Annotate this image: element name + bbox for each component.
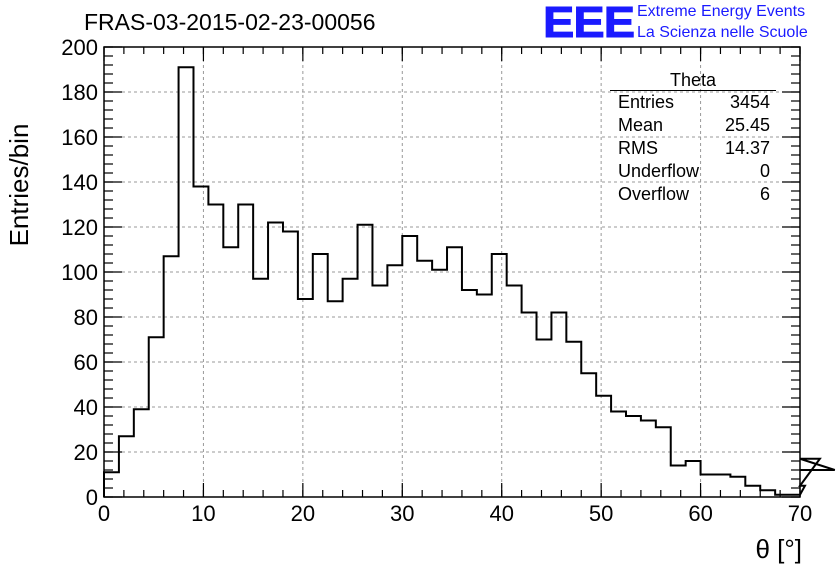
grid-lines: [104, 47, 800, 497]
y-tick-label: 20: [74, 440, 98, 465]
x-tick-label: 40: [489, 501, 513, 526]
stats-row-entries: Entries 3454: [610, 91, 776, 114]
stats-value: 6: [759, 184, 770, 204]
y-tick-label: 100: [61, 260, 98, 285]
eee-logo: EEE: [542, 0, 635, 46]
y-tick-label: 160: [61, 125, 98, 150]
histogram-series: [103, 66, 836, 497]
stats-row-underflow: Underflow 0: [610, 160, 776, 183]
logo-caption-line1: Extreme Energy Events: [637, 3, 806, 20]
x-tick-label: 60: [688, 501, 712, 526]
x-tick-label: 30: [390, 501, 414, 526]
x-tick-label: 20: [291, 501, 315, 526]
y-tick-label: 40: [74, 395, 98, 420]
stats-box: Theta Entries 3454 Mean 25.45 RMS 14.37 …: [610, 70, 776, 206]
stats-row-overflow: Overflow 6: [610, 183, 776, 206]
x-tick-label: 70: [788, 501, 812, 526]
y-tick-label: 120: [61, 215, 98, 240]
run-title: FRAS-03-2015-02-23-00056: [84, 9, 376, 35]
stats-label: Mean: [618, 115, 664, 135]
stats-label: RMS: [618, 138, 658, 158]
axis-ticks: [103, 46, 801, 498]
stats-row-mean: Mean 25.45: [610, 114, 776, 137]
y-tick-label: 60: [74, 350, 98, 375]
y-tick-label: 80: [74, 305, 98, 330]
stats-label: Overflow: [618, 184, 690, 204]
x-tick-label: 0: [98, 501, 110, 526]
x-axis-label: θ [°]: [755, 534, 802, 564]
x-axis-tick-labels: 0 10 20 30 40 50 60 70: [98, 501, 812, 526]
stats-label: Entries: [618, 92, 675, 112]
x-tick-label: 10: [191, 501, 215, 526]
stats-value: 3454: [729, 92, 770, 112]
stats-title: Theta: [610, 70, 776, 91]
stats-value: 14.37: [724, 138, 770, 158]
stats-label: Underflow: [618, 161, 700, 181]
x-tick-label: 50: [589, 501, 613, 526]
stats-row-rms: RMS 14.37: [610, 137, 776, 160]
y-tick-label: 140: [61, 170, 98, 195]
logo-caption-line2: La Scienza nelle Scuole: [637, 24, 808, 41]
y-axis-tick-labels: 0 20 40 60 80 100 120 140 160 180 200: [61, 35, 98, 510]
y-tick-label: 180: [61, 80, 98, 105]
stats-value: 25.45: [724, 115, 770, 135]
y-tick-label: 0: [86, 485, 98, 510]
stats-value: 0: [759, 161, 770, 181]
y-axis-label: Entries/bin: [4, 123, 34, 247]
y-tick-label: 200: [61, 35, 98, 60]
